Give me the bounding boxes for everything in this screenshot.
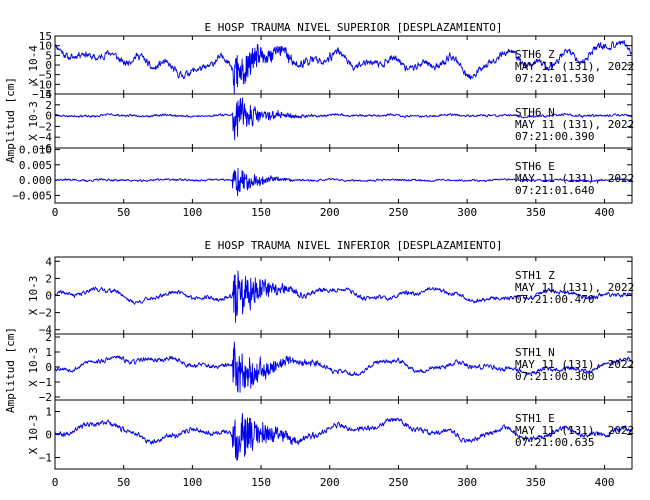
scale-label: X 10-3 <box>27 276 40 316</box>
y-tick-label: −15 <box>32 88 52 101</box>
station-component-label: STH6 Z <box>515 48 555 61</box>
chart-title: E HOSP TRAUMA NIVEL SUPERIOR [DESPLAZAMI… <box>204 21 502 34</box>
y-tick-label: 5 <box>45 49 52 62</box>
y-tick-label: 1 <box>45 406 52 419</box>
date-label: MAY 11 (131), 2022 <box>515 424 634 437</box>
x-tick-label: 400 <box>595 476 615 489</box>
time-label: 07:21:01.530 <box>515 72 594 85</box>
y-tick-label: 4 <box>45 88 52 101</box>
y-tick-label: −4 <box>39 324 53 337</box>
y-tick-label: 15 <box>39 30 52 43</box>
time-label: 07:21:01.640 <box>515 184 594 197</box>
station-component-label: STH6 N <box>515 106 555 119</box>
y-axis-label: Amplitud [cm] <box>4 77 17 163</box>
x-tick-label: 350 <box>526 206 546 219</box>
y-axis-label: Amplitud [cm] <box>4 327 17 413</box>
scale-label: X 10-4 <box>27 45 40 85</box>
x-tick-label: 0 <box>52 206 59 219</box>
y-tick-label: 2 <box>45 331 52 344</box>
y-tick-label: 0.000 <box>19 174 52 187</box>
waveform-trace <box>54 167 633 197</box>
y-tick-label: 0.005 <box>19 159 52 172</box>
y-tick-label: −4 <box>39 131 53 144</box>
waveform-trace <box>54 97 633 141</box>
date-label: MAY 11 (131), 2022 <box>515 60 634 73</box>
y-tick-label: −6 <box>39 142 52 155</box>
waveform-trace <box>54 341 633 393</box>
x-tick-label: 250 <box>389 206 409 219</box>
time-label: 07:21:00.300 <box>515 370 594 383</box>
x-tick-label: 100 <box>182 476 202 489</box>
time-label: 07:21:00.635 <box>515 436 594 449</box>
y-tick-label: 0 <box>45 429 52 442</box>
y-tick-label: 2 <box>45 99 52 112</box>
scale-label: X 10-3 <box>27 101 40 141</box>
x-tick-label: 250 <box>389 476 409 489</box>
x-tick-label: 300 <box>457 206 477 219</box>
x-tick-label: 150 <box>251 476 271 489</box>
y-tick-label: 10 <box>39 40 52 53</box>
time-label: 07:21:00.390 <box>515 130 594 143</box>
x-tick-label: 150 <box>251 206 271 219</box>
y-tick-label: −1 <box>39 376 52 389</box>
waveform-trace <box>54 39 633 95</box>
x-tick-label: 200 <box>320 476 340 489</box>
time-label: 07:21:00.470 <box>515 293 594 306</box>
chart-title: E HOSP TRAUMA NIVEL INFERIOR [DESPLAZAMI… <box>204 239 502 252</box>
y-tick-label: 0 <box>45 110 52 123</box>
y-tick-label: −5 <box>39 69 52 82</box>
station-component-label: STH6 E <box>515 160 555 173</box>
y-tick-label: 2 <box>45 272 52 285</box>
panel-frame <box>54 147 633 204</box>
y-tick-label: −1 <box>39 452 52 465</box>
date-label: MAY 11 (131), 2022 <box>515 281 634 294</box>
y-tick-label: −2 <box>39 307 52 320</box>
scale-label: X 10-3 <box>27 347 40 387</box>
y-tick-label: −2 <box>39 391 52 404</box>
scale-label: X 10-3 <box>27 415 40 455</box>
station-component-label: STH1 E <box>515 412 555 425</box>
y-tick-label: 0.010 <box>19 144 52 157</box>
date-label: MAY 11 (131), 2022 <box>515 172 634 185</box>
y-tick-label: −10 <box>32 78 52 91</box>
x-tick-label: 400 <box>595 206 615 219</box>
date-label: MAY 11 (131), 2022 <box>515 358 634 371</box>
date-label: MAY 11 (131), 2022 <box>515 118 634 131</box>
x-tick-label: 100 <box>182 206 202 219</box>
y-tick-label: −2 <box>39 120 52 133</box>
y-tick-label: 0 <box>45 59 52 72</box>
x-tick-label: 50 <box>117 206 130 219</box>
y-tick-label: 0 <box>45 290 52 303</box>
x-tick-label: 200 <box>320 206 340 219</box>
station-component-label: STH1 N <box>515 346 555 359</box>
x-tick-label: 350 <box>526 476 546 489</box>
x-tick-label: 50 <box>117 476 130 489</box>
station-component-label: STH1 Z <box>515 269 555 282</box>
y-tick-label: 4 <box>45 255 52 268</box>
x-tick-label: 0 <box>52 476 59 489</box>
y-tick-label: −0.005 <box>12 189 52 202</box>
waveform-trace <box>54 270 633 323</box>
waveform-trace <box>54 413 633 461</box>
y-tick-label: 1 <box>45 346 52 359</box>
y-tick-label: 0 <box>45 361 52 374</box>
x-tick-label: 300 <box>457 476 477 489</box>
